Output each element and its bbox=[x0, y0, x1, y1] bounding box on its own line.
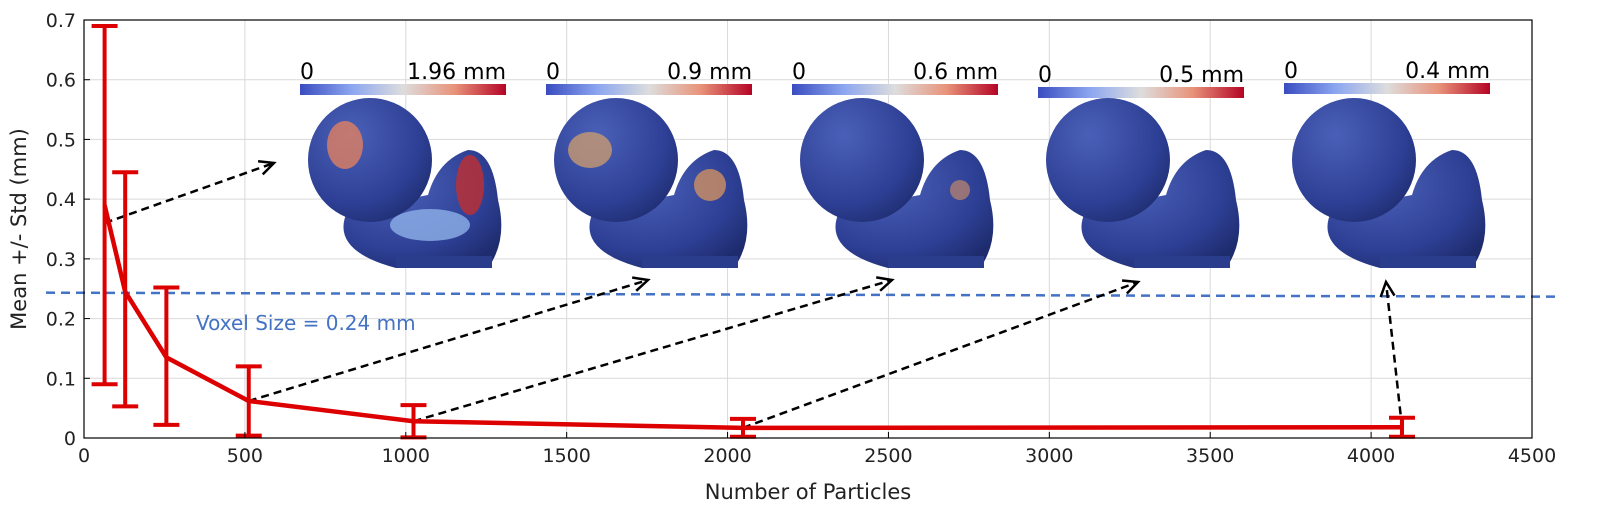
x-tick-label: 2000 bbox=[703, 445, 751, 467]
arrow-head bbox=[1121, 279, 1141, 295]
x-tick-label: 4500 bbox=[1508, 445, 1556, 467]
x-tick-label: 500 bbox=[227, 445, 263, 467]
arrow-head bbox=[631, 276, 651, 292]
arrow-shaft bbox=[413, 278, 893, 423]
femur-shape bbox=[800, 98, 994, 268]
error-hotspot bbox=[327, 121, 363, 169]
reference-line-group: Voxel Size = 0.24 mm bbox=[45, 291, 1557, 335]
femur-neck bbox=[1081, 150, 1240, 268]
arrow-head bbox=[1379, 279, 1396, 298]
arrow-shaft bbox=[1384, 281, 1404, 428]
y-tick-label: 0.7 bbox=[46, 10, 76, 32]
femur-neck bbox=[835, 150, 994, 268]
x-tick-label: 1500 bbox=[542, 445, 590, 467]
y-tick-label: 0.6 bbox=[46, 70, 76, 92]
error-hotspot bbox=[456, 155, 484, 215]
colorbar-max-label: 0.6 mm bbox=[913, 60, 998, 85]
femur-head bbox=[800, 98, 924, 222]
arrow-shaft bbox=[742, 280, 1139, 430]
x-axis-label: Number of Particles bbox=[705, 480, 911, 504]
femur-shape bbox=[1046, 98, 1240, 268]
arrow-shaft bbox=[248, 278, 649, 403]
error-hotspot bbox=[694, 169, 726, 201]
series-line bbox=[91, 23, 1416, 440]
femur-cut bbox=[1380, 256, 1476, 268]
bone-shapes bbox=[308, 98, 1486, 268]
femur-head bbox=[308, 98, 432, 222]
femur-shape bbox=[1292, 98, 1486, 268]
error-hotspot bbox=[568, 132, 612, 168]
femur-shape bbox=[308, 98, 502, 268]
voxel-size-label: Voxel Size = 0.24 mm bbox=[196, 311, 416, 335]
femur-cut bbox=[642, 256, 738, 268]
voxel-size-line bbox=[45, 291, 1557, 298]
error-hotspot bbox=[950, 180, 970, 200]
colorbar bbox=[300, 84, 506, 95]
plot-frame bbox=[83, 19, 1533, 439]
arrow-head bbox=[876, 276, 895, 292]
colorbar-min-label: 0 bbox=[1038, 63, 1052, 88]
colorbar-min-label: 0 bbox=[792, 60, 806, 85]
colorbar bbox=[792, 84, 998, 95]
error-hotspot bbox=[390, 209, 470, 241]
arrow-head bbox=[257, 160, 277, 176]
colorbar bbox=[546, 84, 752, 95]
femur-neck bbox=[1327, 150, 1486, 268]
arrows bbox=[104, 160, 1404, 430]
colorbar-min-label: 0 bbox=[546, 60, 560, 85]
x-tick-label: 1000 bbox=[382, 445, 430, 467]
femur-cut bbox=[888, 256, 984, 268]
y-tick-label: 0.1 bbox=[46, 368, 76, 390]
x-tick-label: 3000 bbox=[1025, 445, 1073, 467]
y-tick-label: 0.4 bbox=[46, 189, 76, 211]
x-tick-label: 3500 bbox=[1186, 445, 1234, 467]
y-tick-label: 0.3 bbox=[46, 249, 76, 271]
colorbars: 0 1.96 mm 0 0.9 mm 0 0.6 mm 0 0.5 mm 0 0.4 mm bbox=[300, 59, 1490, 98]
femur-head bbox=[1292, 98, 1416, 222]
arrow-shaft bbox=[104, 161, 275, 225]
colorbar bbox=[1284, 83, 1490, 94]
y-tick-label: 0.5 bbox=[46, 129, 76, 151]
y-axis-label: Mean +/- Std (mm) bbox=[7, 128, 31, 330]
femur-head bbox=[1046, 98, 1170, 222]
y-tick-label: 0.2 bbox=[46, 309, 76, 331]
colorbar bbox=[1038, 87, 1244, 98]
x-tick-label: 0 bbox=[78, 445, 90, 467]
femur-cut bbox=[1134, 256, 1230, 268]
femur-head bbox=[554, 98, 678, 222]
colorbar-max-label: 1.96 mm bbox=[407, 60, 506, 85]
y-tick-label: 0 bbox=[64, 428, 76, 450]
femur-cut bbox=[396, 256, 492, 268]
x-tick-label: 4000 bbox=[1347, 445, 1395, 467]
axis-ticks: 0 500 1000 1500 2000 2500 3000 3500 4000 4500 0 0.1… bbox=[46, 10, 1556, 467]
colorbar-min-label: 0 bbox=[1284, 59, 1298, 84]
colorbar-max-label: 0.5 mm bbox=[1159, 63, 1244, 88]
colorbar-max-label: 0.9 mm bbox=[667, 60, 752, 85]
colorbar-max-label: 0.4 mm bbox=[1405, 59, 1490, 84]
colorbar-min-label: 0 bbox=[300, 60, 314, 85]
femur-shape bbox=[554, 98, 748, 268]
x-tick-label: 2500 bbox=[864, 445, 912, 467]
